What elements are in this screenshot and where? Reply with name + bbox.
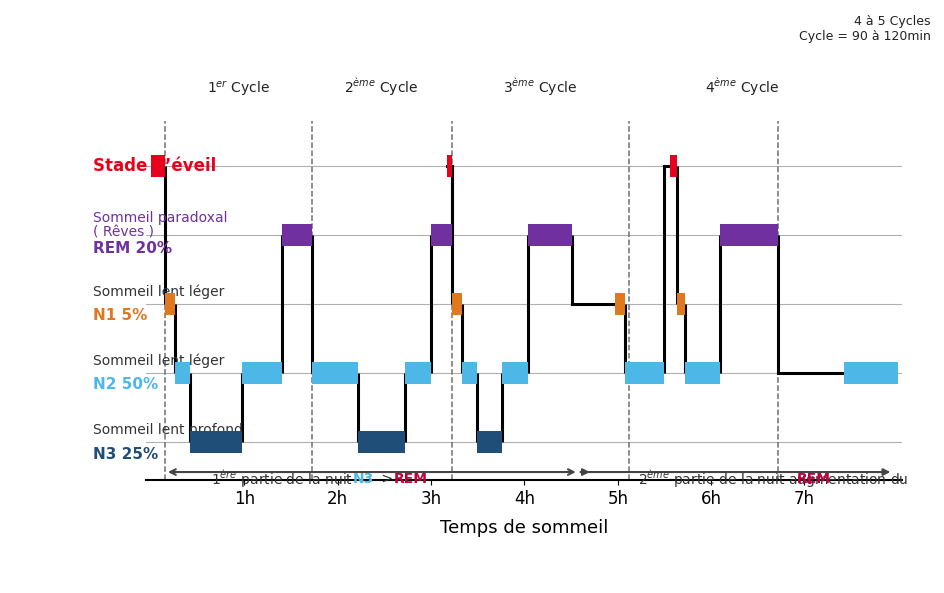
Text: Sommeil lent profond: Sommeil lent profond — [93, 423, 243, 437]
Text: N3: N3 — [353, 472, 374, 486]
Bar — [358, 431, 405, 454]
Text: N2 50%: N2 50% — [93, 378, 159, 393]
Bar — [281, 224, 312, 246]
Text: REM 20%: REM 20% — [93, 241, 172, 256]
Text: 4$^{ème}$ Cycle: 4$^{ème}$ Cycle — [704, 76, 779, 98]
Text: Sommeil lent léger: Sommeil lent léger — [93, 353, 225, 368]
Bar — [151, 155, 165, 177]
Text: ( Rêves ): ( Rêves ) — [93, 225, 154, 240]
Bar — [615, 293, 625, 315]
Bar — [176, 362, 190, 384]
Bar — [676, 293, 684, 315]
Bar — [405, 362, 430, 384]
Bar — [447, 155, 451, 177]
Text: 1$^{er}$ Cycle: 1$^{er}$ Cycle — [207, 79, 270, 98]
Text: 1$^{ère}$ partie de la nuit: 1$^{ère}$ partie de la nuit — [211, 468, 353, 490]
Bar — [477, 431, 501, 454]
Text: >: > — [376, 472, 396, 486]
Bar — [684, 362, 719, 384]
Bar — [719, 224, 778, 246]
Bar — [669, 155, 676, 177]
X-axis label: Temps de sommeil: Temps de sommeil — [440, 519, 608, 537]
Bar — [430, 224, 451, 246]
Bar — [462, 362, 477, 384]
Bar — [843, 362, 897, 384]
Bar — [242, 362, 281, 384]
Text: 4 à 5 Cycles
Cycle = 90 à 120min: 4 à 5 Cycles Cycle = 90 à 120min — [798, 15, 930, 43]
Bar — [165, 293, 176, 315]
Bar — [190, 431, 242, 454]
Text: Sommeil paradoxal: Sommeil paradoxal — [93, 212, 228, 225]
Text: REM: REM — [796, 472, 830, 486]
Text: 2$^{ème}$ partie de la nuit augmentation du: 2$^{ème}$ partie de la nuit augmentation… — [637, 468, 909, 490]
Bar — [501, 362, 528, 384]
Text: Sommeil lent léger: Sommeil lent léger — [93, 285, 225, 299]
Bar — [312, 362, 358, 384]
Text: REM: REM — [393, 472, 427, 486]
Bar — [625, 362, 664, 384]
Bar — [451, 293, 462, 315]
Text: 3$^{ème}$ Cycle: 3$^{ème}$ Cycle — [502, 76, 577, 98]
Text: 2$^{ème}$ Cycle: 2$^{ème}$ Cycle — [345, 76, 418, 98]
Bar — [528, 224, 571, 246]
Text: Stade d’éveil: Stade d’éveil — [93, 157, 216, 175]
Text: N1 5%: N1 5% — [93, 308, 147, 323]
Text: N3 25%: N3 25% — [93, 447, 159, 461]
